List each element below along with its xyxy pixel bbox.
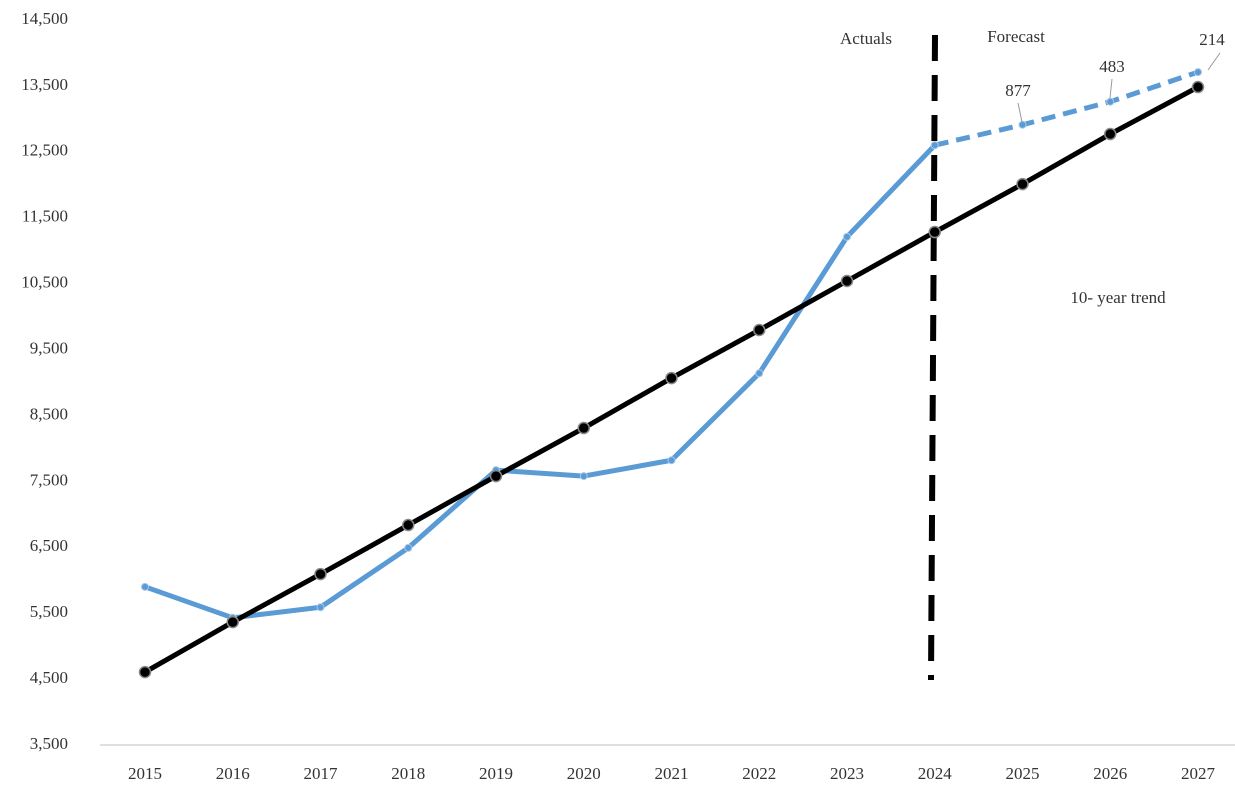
annotation-leader: [1109, 78, 1113, 99]
x-tick-label: 2027: [1181, 764, 1216, 783]
trend-point: [489, 469, 503, 483]
annotation-leader: [1017, 102, 1023, 123]
x-tick-label: 2021: [655, 764, 689, 783]
trend-point: [577, 421, 590, 435]
x-tick-label: 2018: [391, 764, 425, 783]
point: [1106, 97, 1115, 106]
y-tick-label: 5,500: [30, 602, 68, 621]
point: [1018, 120, 1027, 129]
y-tick-label: 10,500: [21, 273, 68, 292]
annotation: Actuals: [840, 29, 892, 48]
x-tick-label: 2016: [216, 764, 250, 783]
trend-point: [1016, 177, 1029, 191]
x-tick-label: 2020: [567, 764, 601, 783]
series-line: [144, 143, 937, 621]
annotation: 10- year trend: [1070, 288, 1166, 307]
x-tick-label: 2025: [1006, 764, 1040, 783]
x-tick-label: 2026: [1093, 764, 1127, 783]
y-tick-label: 11,500: [22, 207, 68, 226]
y-tick-label: 6,500: [30, 536, 68, 555]
point: [1194, 68, 1202, 77]
point: [667, 456, 676, 465]
annotation: 483: [1099, 57, 1125, 76]
point: [930, 141, 939, 150]
trend-point: [840, 274, 854, 288]
point: [843, 232, 851, 241]
trend-point: [1104, 127, 1117, 141]
forecast-divider: [928, 34, 938, 681]
y-tick-label: 3,500: [30, 734, 68, 753]
x-tick-label: 2023: [830, 764, 864, 783]
trend-point: [1191, 80, 1205, 94]
point: [316, 603, 325, 612]
annotation: 214: [1199, 30, 1225, 49]
series-line: [934, 69, 1199, 148]
annotation-leader: [1207, 52, 1221, 71]
x-tick-label: 2019: [479, 764, 513, 783]
annotation: 877: [1005, 81, 1031, 100]
trend-point: [314, 567, 327, 581]
y-tick-label: 9,500: [30, 338, 68, 357]
y-tick-label: 8,500: [30, 404, 68, 423]
trend-point: [753, 323, 766, 337]
y-tick-label: 14,500: [21, 9, 68, 28]
x-tick-label: 2024: [918, 764, 953, 783]
point: [404, 543, 413, 552]
point: [141, 582, 149, 591]
annotation: Forecast: [987, 27, 1045, 46]
y-tick-label: 13,500: [21, 75, 68, 94]
trend-point: [928, 225, 941, 239]
point: [579, 472, 588, 481]
y-tick-label: 7,500: [30, 470, 68, 489]
point: [755, 369, 764, 378]
x-tick-label: 2022: [742, 764, 776, 783]
trend-point: [402, 518, 415, 532]
x-tick-label: 2017: [304, 764, 339, 783]
trend-point: [226, 615, 239, 629]
y-tick-label: 4,500: [30, 668, 68, 687]
y-tick-label: 12,500: [21, 141, 68, 160]
trend-point: [138, 665, 152, 679]
trend-point: [665, 371, 678, 385]
x-tick-label: 2015: [128, 764, 162, 783]
